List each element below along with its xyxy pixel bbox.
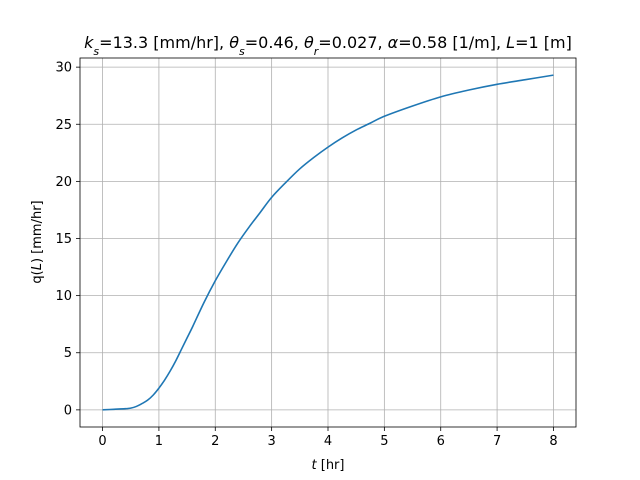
x-tick-label: 6	[437, 434, 445, 449]
x-tick-label: 4	[324, 434, 332, 449]
x-tick-label: 2	[211, 434, 219, 449]
axis-ticks: 0 1 2 3 4 5 6 7 8 0 5 10 15 20 25 30	[55, 61, 557, 449]
y-tick-label: 0	[64, 403, 72, 418]
x-tick-label: 3	[267, 434, 275, 449]
y-tick-label: 30	[55, 61, 72, 76]
x-tick-label: 8	[549, 434, 557, 449]
x-axis-label: t [hr]	[312, 458, 345, 473]
x-tick-label: 0	[98, 434, 106, 449]
y-tick-label: 20	[55, 175, 72, 190]
x-tick-label: 5	[380, 434, 388, 449]
y-tick-label: 10	[55, 289, 72, 304]
grid-lines	[80, 58, 576, 427]
y-tick-label: 5	[64, 346, 72, 361]
chart-title: ks=13.3 [mm/hr], θs=0.46, θr=0.027, α=0.…	[84, 33, 572, 58]
x-tick-label: 1	[155, 434, 163, 449]
series-line	[102, 74, 554, 411]
y-tick-label: 25	[55, 118, 72, 133]
y-axis-label: q(L) [mm/hr]	[30, 200, 45, 283]
y-tick-label: 15	[55, 232, 72, 247]
x-tick-label: 7	[493, 434, 501, 449]
